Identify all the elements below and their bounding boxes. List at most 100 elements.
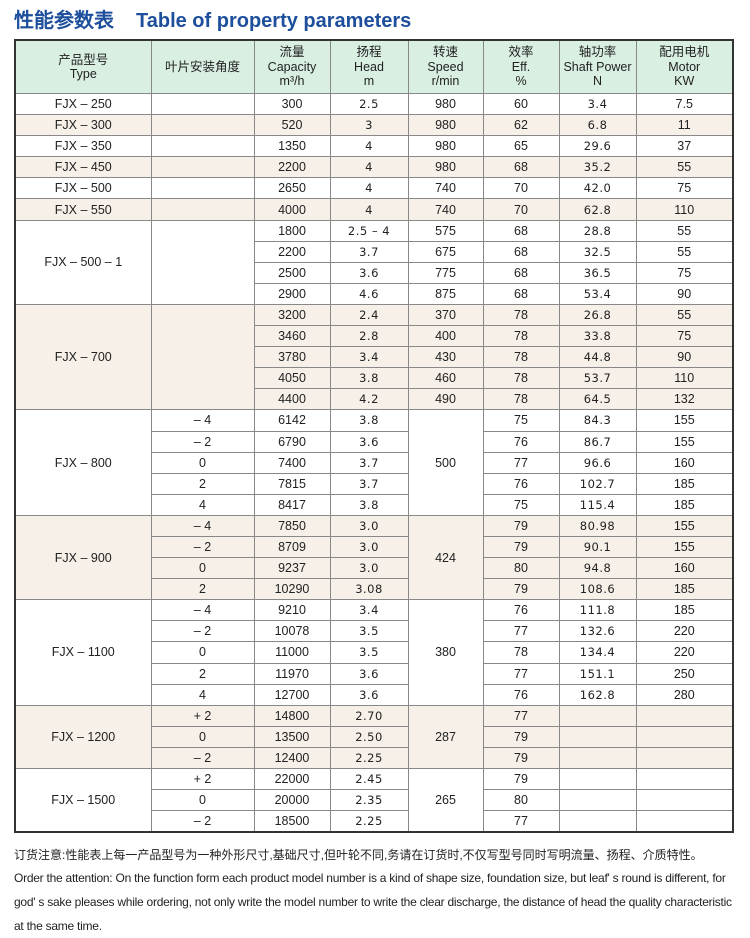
cell-motor: 90 — [635, 346, 734, 369]
cell-efficiency: 80 — [482, 789, 560, 812]
cell-head: 3.8 — [329, 367, 409, 390]
cell-motor: 55 — [635, 219, 734, 242]
cell-efficiency: 79 — [482, 767, 560, 791]
cell-head: 4 — [329, 135, 409, 158]
cell-blade-angle: – 2 — [150, 620, 255, 643]
cell-efficiency: 76 — [482, 472, 560, 495]
cell-efficiency: 76 — [482, 430, 560, 453]
cell-shaft-power: 64.5 — [558, 388, 637, 411]
cell-speed: 675 — [407, 240, 484, 263]
cell-motor: 155 — [635, 409, 734, 432]
table-row: FJX – 450 2200 4 980 68 35.2 55 — [14, 156, 734, 179]
table-row: 2 7815 3.7 76 102.7 185 — [15, 472, 734, 495]
cell-motor: 155 — [635, 430, 734, 453]
header-line: 轴功率 — [578, 45, 617, 60]
cell-shaft-power: 96.6 — [558, 451, 637, 474]
cell-blade-angle: + 2 — [150, 767, 255, 791]
cell-head: 3.7 — [329, 240, 409, 263]
cell-speed: 490 — [407, 388, 484, 411]
cell-head: 3.8 — [329, 409, 409, 432]
cell-blade-angle: – 4 — [150, 599, 255, 622]
cell-head: 2.45 — [329, 767, 409, 791]
cell-speed: 775 — [407, 261, 484, 284]
cell-motor: 160 — [635, 557, 734, 580]
table-row: 2 10290 3.08 79 108.6 185 — [15, 578, 734, 601]
header-line: 配用电机 — [659, 45, 710, 60]
cell-efficiency: 77 — [482, 704, 560, 727]
cell-shaft-power: 53.7 — [558, 367, 637, 390]
cell-motor — [635, 767, 734, 791]
cell-blade-angle: 4 — [150, 683, 255, 706]
cell-motor: 185 — [635, 472, 734, 495]
cell-capacity: 7850 — [253, 514, 331, 537]
cell-motor: 55 — [635, 240, 734, 263]
cell-motor: 280 — [635, 683, 734, 706]
cell-shaft-power: 28.8 — [558, 219, 637, 242]
cell-capacity: 1800 — [253, 219, 331, 242]
cell-capacity: 2650 — [253, 177, 331, 200]
cell-efficiency: 65 — [482, 135, 560, 158]
cell-type: FJX – 700 — [14, 303, 152, 411]
cell-shaft-power: 33.8 — [558, 325, 637, 348]
cell-speed: 875 — [407, 282, 484, 305]
table-row: 0 9237 3.0 80 94.8 160 — [15, 557, 734, 580]
cell-efficiency: 77 — [482, 810, 560, 833]
cell-shaft-power: 42.0 — [558, 177, 637, 200]
cell-shaft-power: 108.6 — [558, 578, 637, 601]
cell-head: 4 — [329, 156, 409, 179]
cell-blade-angle: – 4 — [150, 514, 255, 537]
cell-efficiency: 75 — [482, 493, 560, 516]
cell-capacity: 3780 — [253, 346, 331, 369]
cell-shaft-power: 132.6 — [558, 620, 637, 643]
header-line: Motor — [668, 59, 701, 74]
cell-blade-angle — [150, 219, 255, 305]
cell-type: FJX – 500 – 1 — [14, 219, 152, 305]
cell-efficiency: 68 — [482, 219, 560, 242]
table-row: FJX – 500 – 1 1800 2.5 – 4 575 68 28.8 55 — [14, 219, 734, 305]
cell-head: 2.4 — [329, 303, 409, 327]
cell-motor: 37 — [635, 135, 734, 158]
cell-blade-angle: + 2 — [150, 704, 255, 727]
table-row: FJX – 500 2650 4 740 70 42.0 75 — [14, 177, 734, 200]
cell-blade-angle: 2 — [150, 578, 255, 601]
table-row: 2 11970 3.6 77 151.1 250 — [15, 662, 734, 685]
cell-motor — [635, 789, 734, 812]
cell-blade-angle: – 2 — [150, 535, 255, 559]
cell-efficiency: 60 — [482, 92, 560, 116]
table-row: 4 12700 3.6 76 162.8 280 — [15, 683, 734, 706]
table-row: FJX – 350 1350 4 980 65 29.6 37 — [14, 135, 734, 158]
cell-shaft-power: 84.3 — [558, 409, 637, 432]
cell-motor: 220 — [635, 641, 734, 664]
cell-type: FJX – 1500 — [14, 768, 152, 833]
table-row: 0 20000 2.35 80 — [15, 789, 734, 812]
cell-head: 2.25 — [329, 746, 409, 770]
cell-speed: 980 — [407, 114, 484, 137]
table-row: – 2 18500 2.25 77 — [15, 810, 734, 833]
cell-head: 3.7 — [329, 472, 409, 495]
cell-head: 3.8 — [329, 493, 409, 516]
cell-blade-angle: 2 — [150, 472, 255, 495]
cell-type: FJX – 550 — [14, 198, 152, 221]
cell-motor: 185 — [635, 493, 734, 516]
cell-efficiency: 76 — [482, 599, 560, 622]
cell-head: 2.50 — [329, 725, 409, 748]
table-row: 0 13500 2.50 79 — [15, 725, 734, 748]
table-row: 4050 3.8 460 78 53.7 110 — [15, 367, 734, 390]
cell-capacity: 9237 — [253, 557, 331, 580]
cell-capacity: 7815 — [253, 472, 331, 495]
cell-head: 2.8 — [329, 325, 409, 348]
cell-motor: 55 — [635, 156, 734, 179]
cell-blade-angle: – 2 — [150, 430, 255, 453]
cell-shaft-power: 36.5 — [558, 261, 637, 284]
cell-head: 3.0 — [329, 514, 409, 537]
cell-head: 3.6 — [329, 683, 409, 706]
cell-blade-angle: – 2 — [150, 810, 255, 833]
property-parameters-table: 产品型号 Type 叶片安装角度 流量 Capacity m³/h 扬程 Head m 转速 Spe… — [14, 39, 734, 834]
cell-blade-angle — [150, 177, 255, 200]
cell-capacity: 7400 — [253, 451, 331, 474]
cell-speed: 980 — [407, 92, 484, 116]
cell-capacity: 11970 — [253, 662, 331, 685]
cell-motor: 75 — [635, 177, 734, 200]
cell-capacity: 520 — [253, 114, 331, 137]
cell-type: FJX – 300 — [14, 114, 152, 137]
